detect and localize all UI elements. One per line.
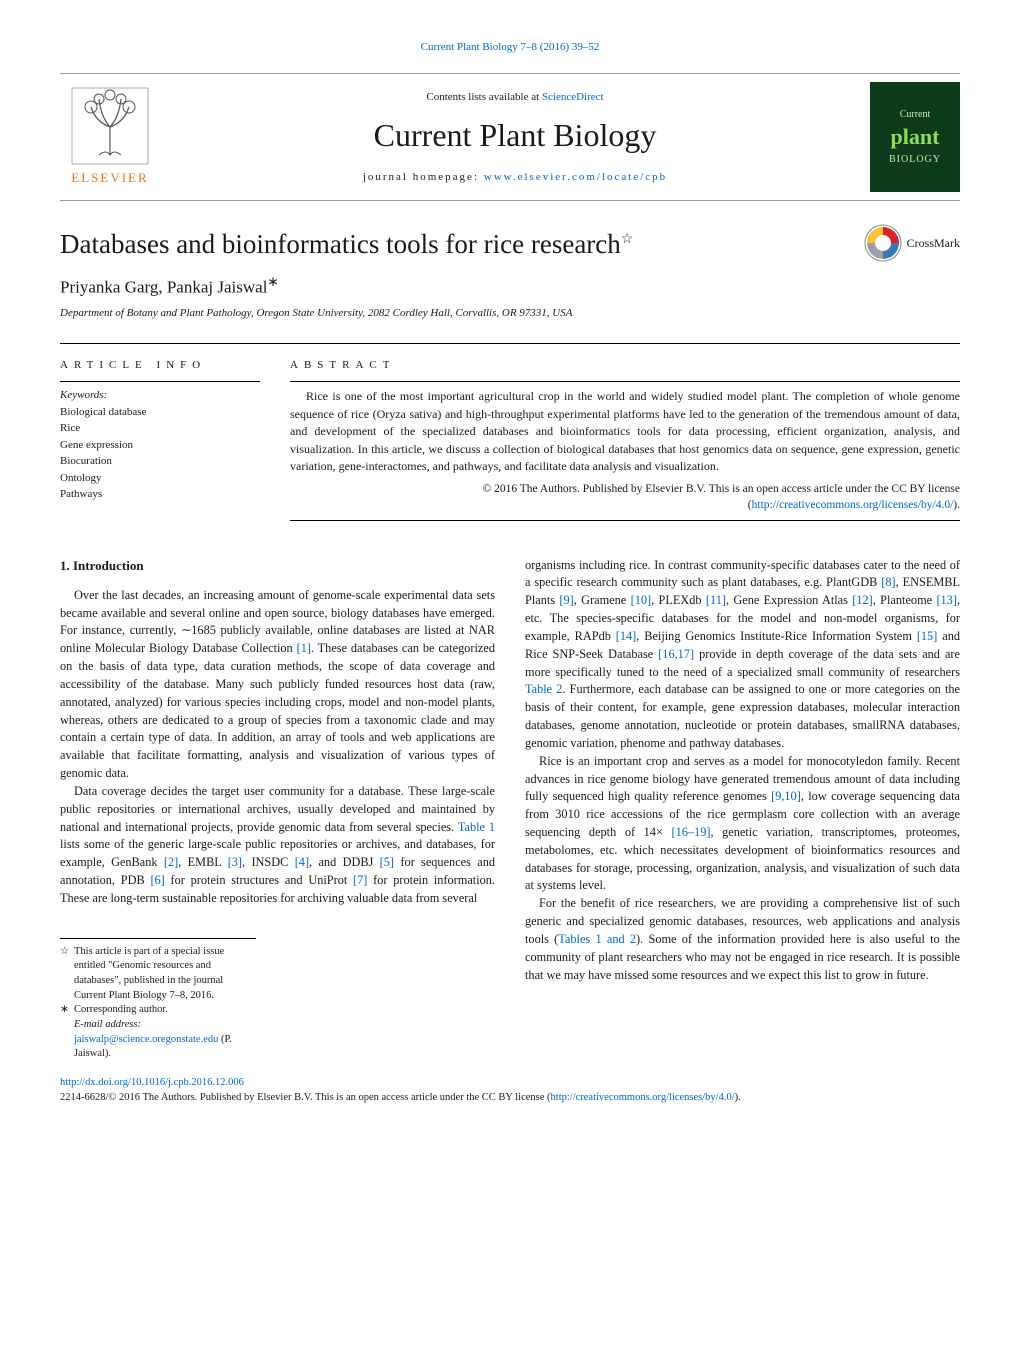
crossmark-icon: [864, 224, 902, 262]
corr-symbol: ∗: [267, 274, 278, 289]
issn-line-a: 2214-6628/© 2016 The Authors. Published …: [60, 1092, 551, 1103]
email-link[interactable]: jaiswalp@science.oregonstate.edu: [74, 1034, 218, 1045]
article-title: Databases and bioinformatics tools for r…: [60, 226, 864, 264]
elsevier-tree-icon: [71, 87, 149, 165]
paragraph: Data coverage decides the target user co…: [60, 783, 495, 908]
cc-post: ).: [953, 499, 960, 511]
divider: [60, 381, 260, 382]
keyword: Biocuration: [60, 453, 260, 470]
abstract-heading: abstract: [290, 358, 960, 373]
masthead-center: Contents lists available at ScienceDirec…: [160, 90, 870, 186]
sciencedirect-link[interactable]: ScienceDirect: [542, 91, 604, 103]
article-info-heading: article info: [60, 358, 260, 373]
table-link[interactable]: Table 2: [525, 682, 562, 696]
ref-link[interactable]: [1]: [297, 641, 311, 655]
authors: Priyanka Garg, Pankaj Jaiswal∗: [60, 272, 960, 299]
abstract-copyright: © 2016 The Authors. Published by Elsevie…: [290, 481, 960, 513]
ref-link[interactable]: [7]: [353, 873, 367, 887]
ref-link[interactable]: [2]: [164, 855, 178, 869]
ref-link[interactable]: [14]: [616, 629, 637, 643]
column-right: organisms including rice. In contrast co…: [525, 557, 960, 1063]
journal-cover: Current plant BIOLOGY: [870, 82, 960, 192]
keyword: Rice: [60, 420, 260, 437]
keyword-list: Biological database Rice Gene expression…: [60, 404, 260, 503]
info-bar: article info Keywords: Biological databa…: [60, 343, 960, 527]
publisher-name: ELSEVIER: [71, 169, 148, 187]
ref-link[interactable]: [10]: [631, 593, 652, 607]
journal-ref: Current Plant Biology 7–8 (2016) 39–52: [421, 41, 600, 53]
ref-link[interactable]: [8]: [881, 575, 895, 589]
ref-link[interactable]: [13]: [936, 593, 957, 607]
keywords-label: Keywords:: [60, 388, 260, 403]
cover-word-plant: plant: [891, 122, 940, 153]
ref-link[interactable]: [16,17]: [658, 647, 694, 661]
paragraph: For the benefit of rice researchers, we …: [525, 895, 960, 984]
ref-link[interactable]: [5]: [380, 855, 394, 869]
running-head: Current Plant Biology 7–8 (2016) 39–52: [60, 40, 960, 55]
copyright-text: © 2016 The Authors. Published by Elsevie…: [482, 483, 960, 495]
homepage-pre: journal homepage:: [363, 171, 484, 183]
page-footer: http://dx.doi.org/10.1016/j.cpb.2016.12.…: [60, 1076, 960, 1105]
footnote-sym: ☆: [60, 945, 74, 1004]
footnote: ∗ Corresponding author.: [60, 1003, 256, 1018]
ref-link[interactable]: [9,10]: [771, 789, 801, 803]
keyword: Pathways: [60, 486, 260, 503]
abstract: abstract Rice is one of the most importa…: [290, 358, 960, 527]
masthead: ELSEVIER Contents lists available at Sci…: [60, 73, 960, 201]
ref-link[interactable]: [11]: [706, 593, 726, 607]
divider: [290, 381, 960, 382]
homepage-link[interactable]: www.elsevier.com/locate/cpb: [484, 171, 667, 183]
cc-url-footer[interactable]: http://creativecommons.org/licenses/by/4…: [551, 1092, 735, 1103]
elsevier-logo: ELSEVIER: [60, 87, 160, 187]
ref-link[interactable]: [6]: [150, 873, 164, 887]
homepage-line: journal homepage: www.elsevier.com/locat…: [160, 170, 870, 185]
table-link[interactable]: Table 1: [458, 820, 495, 834]
footnotes: ☆ This article is part of a special issu…: [60, 938, 256, 1063]
footnote-sym: ∗: [60, 1003, 74, 1018]
footnote-text: This article is part of a special issue …: [74, 945, 256, 1004]
doi-link[interactable]: http://dx.doi.org/10.1016/j.cpb.2016.12.…: [60, 1077, 244, 1088]
ref-link[interactable]: [9]: [559, 593, 573, 607]
crossmark-badge[interactable]: CrossMark: [864, 224, 960, 262]
ref-link[interactable]: [4]: [295, 855, 309, 869]
title-dagger: ☆: [621, 232, 634, 247]
ref-link[interactable]: [12]: [852, 593, 873, 607]
keyword: Gene expression: [60, 437, 260, 454]
title-text: Databases and bioinformatics tools for r…: [60, 229, 621, 259]
section-heading: 1. Introduction: [60, 557, 495, 575]
cover-word-current: Current: [900, 108, 931, 122]
cover-word-biology: BIOLOGY: [889, 153, 941, 167]
paragraph: Over the last decades, an increasing amo…: [60, 587, 495, 783]
ref-link[interactable]: [3]: [228, 855, 242, 869]
crossmark-label: CrossMark: [907, 235, 960, 252]
keyword: Biological database: [60, 404, 260, 421]
email-label: E-mail address:: [74, 1019, 141, 1030]
body-columns: 1. Introduction Over the last decades, a…: [60, 557, 960, 1063]
contents-pre: Contents lists available at: [426, 91, 541, 103]
footnote-email: E-mail address: jaiswalp@science.oregons…: [60, 1018, 256, 1062]
article-info: article info Keywords: Biological databa…: [60, 358, 260, 527]
footnote: ☆ This article is part of a special issu…: [60, 945, 256, 1004]
paragraph: Rice is an important crop and serves as …: [525, 753, 960, 896]
author-names: Priyanka Garg, Pankaj Jaiswal: [60, 278, 267, 297]
issn-line-b: ).: [735, 1092, 741, 1103]
keyword: Ontology: [60, 470, 260, 487]
ref-link[interactable]: [16–19]: [672, 825, 711, 839]
ref-link[interactable]: [15]: [917, 629, 938, 643]
divider: [290, 520, 960, 521]
column-left: 1. Introduction Over the last decades, a…: [60, 557, 495, 1063]
abstract-body: Rice is one of the most important agricu…: [290, 388, 960, 475]
cc-url[interactable]: http://creativecommons.org/licenses/by/4…: [752, 499, 954, 511]
contents-line: Contents lists available at ScienceDirec…: [160, 90, 870, 105]
footnote-text: Corresponding author.: [74, 1003, 168, 1018]
journal-title: Current Plant Biology: [160, 113, 870, 158]
table-link[interactable]: Tables 1 and 2: [558, 932, 636, 946]
paragraph: organisms including rice. In contrast co…: [525, 557, 960, 753]
affiliation: Department of Botany and Plant Pathology…: [60, 306, 960, 321]
